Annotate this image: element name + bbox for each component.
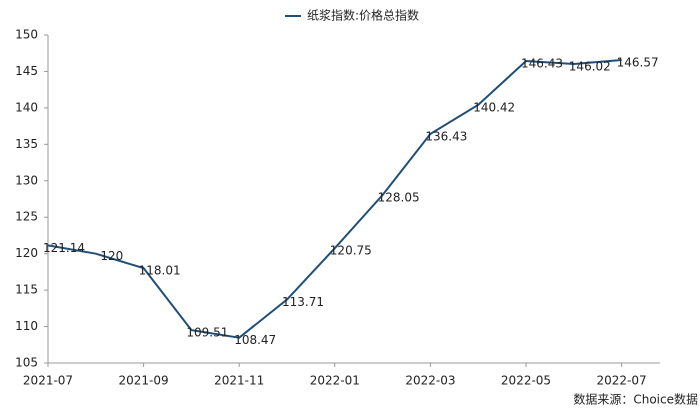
- y-tick-label: 150: [15, 28, 38, 42]
- y-tick-label: 120: [15, 246, 38, 260]
- data-label: 118.01: [139, 264, 181, 278]
- data-label: 113.71: [282, 295, 324, 309]
- data-label: 120.75: [330, 244, 372, 258]
- y-tick-label: 145: [15, 64, 38, 78]
- data-label: 109.51: [186, 326, 228, 340]
- x-tick-label: 2022-03: [405, 374, 455, 388]
- source-note: 数据来源：Choice数据: [573, 392, 698, 407]
- x-tick-label: 2021-11: [214, 374, 264, 388]
- y-tick-label: 115: [15, 283, 38, 297]
- data-label: 140.42: [473, 100, 515, 114]
- x-tick-label: 2021-07: [23, 374, 73, 388]
- data-label: 146.43: [521, 57, 563, 71]
- x-tick-label: 2022-01: [310, 374, 360, 388]
- y-tick-label: 140: [15, 100, 38, 114]
- y-tick-label: 135: [15, 137, 38, 151]
- data-label: 108.47: [234, 333, 276, 347]
- data-label: 146.57: [617, 56, 659, 70]
- y-tick-label: 105: [15, 356, 38, 370]
- y-tick-label: 125: [15, 210, 38, 224]
- data-label: 128.05: [378, 190, 420, 204]
- x-tick-label: 2021-09: [119, 374, 169, 388]
- data-label: 121.14: [43, 241, 85, 255]
- data-label: 120: [100, 249, 123, 263]
- series-line: [47, 59, 622, 339]
- data-label: 146.02: [569, 60, 611, 74]
- y-tick-label: 130: [15, 173, 38, 187]
- legend-label: 纸浆指数:价格总指数: [307, 8, 419, 23]
- data-label: 136.43: [425, 129, 467, 143]
- x-tick-label: 2022-07: [597, 374, 647, 388]
- y-tick-label: 110: [15, 319, 38, 333]
- x-tick-label: 2022-05: [501, 374, 551, 388]
